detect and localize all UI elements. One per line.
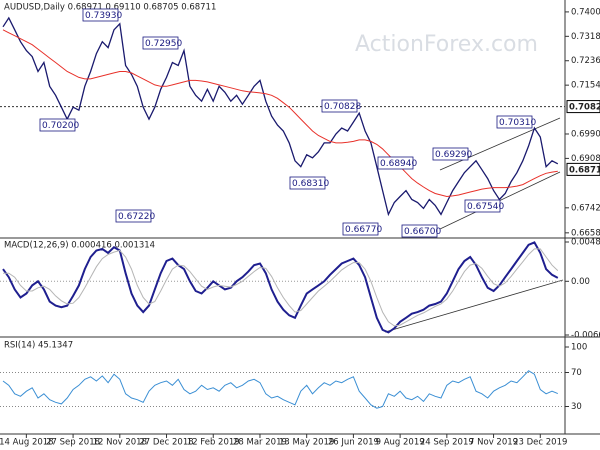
series-line bbox=[2, 241, 559, 334]
price-marker-box bbox=[566, 100, 600, 114]
annotation: 0.68940 bbox=[380, 159, 417, 169]
rsi-title: RSI(14) 45.1347 bbox=[4, 341, 73, 351]
y-tick-label: 0.004847 bbox=[571, 238, 600, 248]
annotation-box bbox=[464, 199, 501, 213]
annotation: 0.70310 bbox=[499, 118, 536, 128]
series-line bbox=[3, 248, 559, 327]
annotation: 0.66700 bbox=[404, 227, 441, 237]
frame bbox=[0, 0, 600, 435]
annotation-box bbox=[39, 118, 76, 132]
annotation-box bbox=[401, 224, 438, 238]
annotation: 0.67220 bbox=[118, 212, 155, 222]
annotation-box bbox=[432, 147, 469, 161]
x-tick-label: 24 Sep 2019 bbox=[420, 438, 474, 448]
series-line bbox=[2, 29, 558, 198]
series-line bbox=[2, 16, 559, 217]
x-tick-label: 26 Jun 2019 bbox=[328, 438, 379, 448]
y-tick-label: 30 bbox=[571, 402, 582, 412]
x-tick-label: 28 Mar 2019 bbox=[233, 438, 287, 448]
x-tick-label: 27 Sep 2018 bbox=[46, 438, 100, 448]
annotation: 0.66770 bbox=[345, 225, 382, 235]
annotation-box bbox=[342, 222, 379, 236]
y-tick-label: 0.00 bbox=[571, 277, 590, 287]
annotation-box bbox=[496, 115, 533, 129]
annotation: 0.73930 bbox=[85, 11, 122, 21]
x-tick-label: 23 Dec 2019 bbox=[513, 438, 567, 448]
price-title: AUDUSD,Daily 0.68971 0.69110 0.68705 0.6… bbox=[4, 3, 216, 13]
x-tick-label: 7 Nov 2019 bbox=[469, 438, 518, 448]
x-tick-label: 9 Aug 2019 bbox=[376, 438, 425, 448]
annotation: 0.68310 bbox=[292, 179, 329, 189]
y-tick-label: 100 bbox=[571, 343, 587, 353]
macd-trend-line bbox=[384, 279, 564, 333]
x-tick-label: 27 Dec 2018 bbox=[139, 438, 193, 448]
x-tick-label: 13 May 2019 bbox=[279, 438, 334, 448]
annotation: 0.67540 bbox=[467, 202, 504, 212]
annotation-box bbox=[289, 176, 326, 190]
annotation-box bbox=[142, 36, 179, 50]
annotation: 0.72950 bbox=[145, 39, 182, 49]
price-marker-box bbox=[566, 162, 600, 176]
y-tick-label: -0.006624 bbox=[571, 331, 600, 341]
channel-line bbox=[439, 117, 561, 171]
annotation: 0.70828 bbox=[324, 102, 361, 112]
watermark: ActionForex.com bbox=[355, 32, 538, 57]
series-line bbox=[2, 370, 558, 409]
annotation-box bbox=[115, 209, 152, 223]
y-tick-label: 70 bbox=[571, 368, 582, 378]
annotation-box bbox=[321, 99, 358, 113]
x-tick-label: 12 Nov 2018 bbox=[93, 438, 147, 448]
x-tick-label: 12 Feb 2019 bbox=[187, 438, 240, 448]
macd-title: MACD(12,26,9) 0.000416 0.001314 bbox=[4, 241, 155, 251]
annotation-box bbox=[82, 8, 119, 22]
x-tick-label: 14 Aug 2018 bbox=[0, 438, 54, 448]
price-marker-label: 0.68711 bbox=[569, 165, 600, 175]
annotation: 0.70200 bbox=[42, 121, 79, 131]
annotation: 0.69290 bbox=[435, 150, 472, 160]
annotation-box bbox=[377, 156, 414, 170]
